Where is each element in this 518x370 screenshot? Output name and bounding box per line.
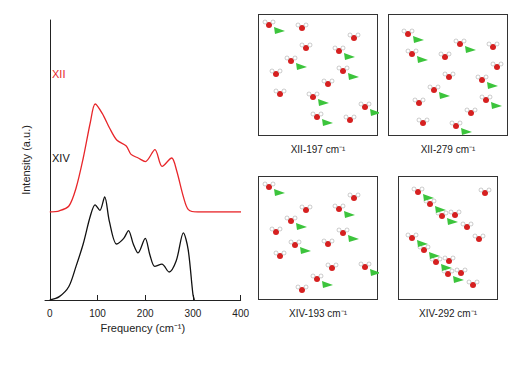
- html-text:XII-197 cm⁻¹: XII-197 cm⁻¹: [290, 144, 346, 155]
- svg-text:100: 100: [89, 308, 106, 319]
- svg-text:300: 300: [185, 308, 202, 319]
- svg-text:Frequency (cm⁻¹): Frequency (cm⁻¹): [100, 322, 185, 334]
- svg-text:XII: XII: [52, 68, 65, 80]
- html-text:XIV-193 cm⁻¹: XIV-193 cm⁻¹: [289, 308, 347, 319]
- svg-text:XIV: XIV: [52, 152, 70, 164]
- svg-text:400: 400: [232, 308, 249, 319]
- html-text:XIV-292 cm⁻¹: XIV-292 cm⁻¹: [419, 308, 477, 319]
- svg-text:0: 0: [47, 308, 53, 319]
- svg-text:Intensity (a.u.): Intensity (a.u.): [20, 125, 32, 195]
- svg-text:200: 200: [137, 308, 154, 319]
- html-text:XII-279 cm⁻¹: XII-279 cm⁻¹: [420, 144, 476, 155]
